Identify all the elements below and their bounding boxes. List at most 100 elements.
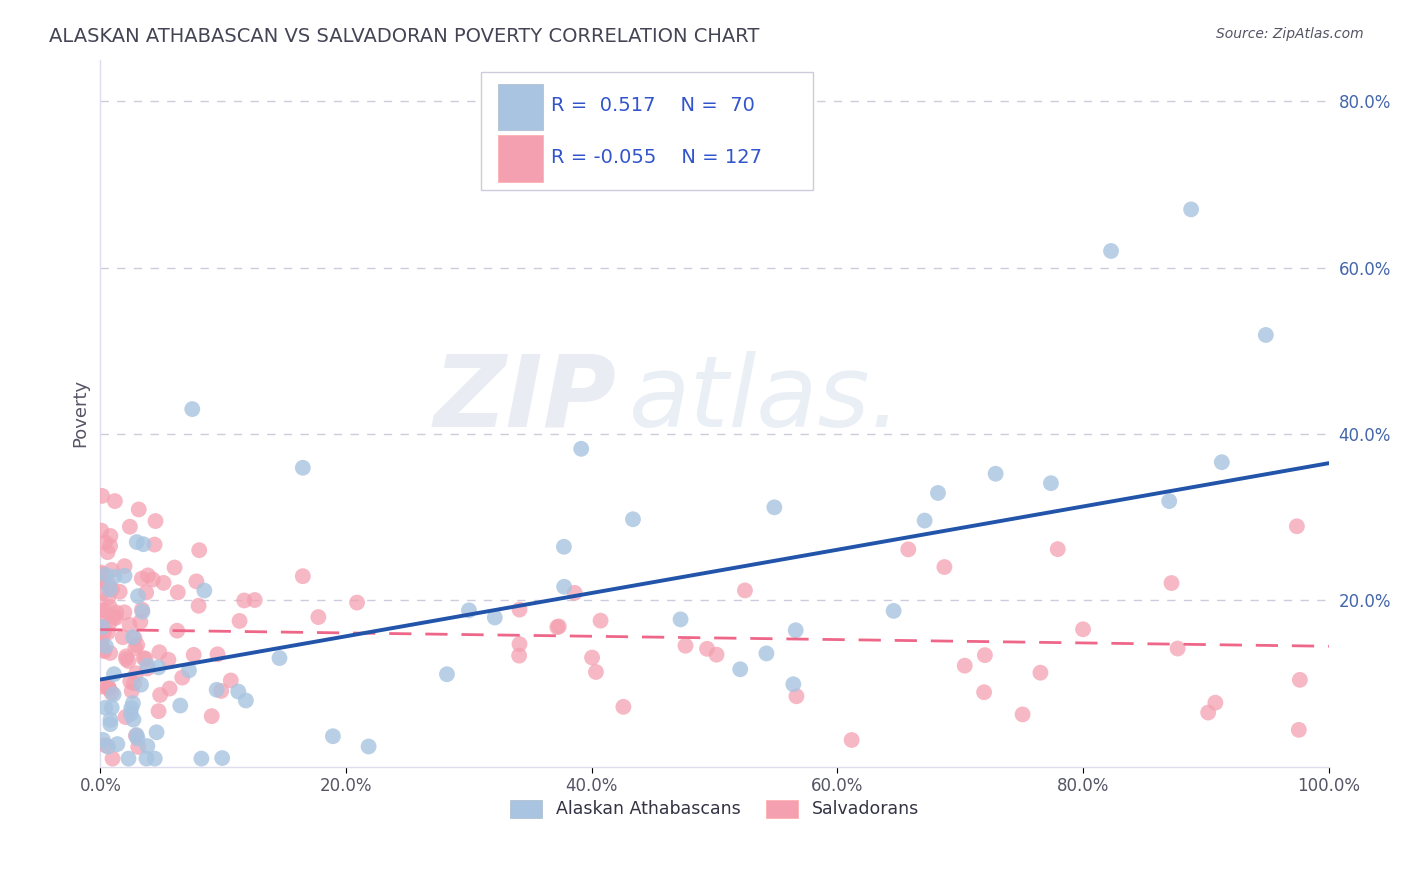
Point bbox=[136, 661, 159, 675]
Point bbox=[98, 616, 121, 631]
Point bbox=[973, 685, 995, 699]
Point bbox=[100, 700, 122, 714]
Point bbox=[98, 582, 121, 597]
Point bbox=[120, 707, 142, 722]
Point bbox=[103, 667, 125, 681]
Point bbox=[118, 618, 141, 632]
Point bbox=[291, 569, 314, 583]
Point bbox=[103, 687, 125, 701]
Point bbox=[94, 738, 117, 752]
Point bbox=[128, 502, 150, 516]
Point bbox=[100, 563, 122, 577]
Point bbox=[159, 681, 181, 696]
Point bbox=[120, 701, 142, 715]
Point bbox=[131, 602, 153, 616]
Point bbox=[307, 610, 329, 624]
Point bbox=[1204, 696, 1226, 710]
Point bbox=[841, 733, 863, 747]
Point bbox=[122, 713, 145, 727]
Point bbox=[1160, 576, 1182, 591]
Point bbox=[508, 637, 530, 651]
Point bbox=[148, 645, 170, 659]
Point bbox=[90, 637, 112, 651]
Point bbox=[148, 660, 170, 674]
Point bbox=[112, 605, 135, 619]
Point bbox=[101, 582, 124, 597]
Point bbox=[97, 680, 120, 694]
Point bbox=[291, 460, 314, 475]
Point bbox=[484, 610, 506, 624]
Point bbox=[125, 729, 148, 743]
Point bbox=[91, 574, 114, 589]
Point bbox=[269, 651, 291, 665]
Point bbox=[132, 651, 155, 665]
Point bbox=[1254, 328, 1277, 343]
Point bbox=[669, 612, 692, 626]
Point bbox=[145, 725, 167, 739]
Point bbox=[322, 729, 344, 743]
Point bbox=[94, 700, 117, 714]
Point bbox=[97, 545, 120, 559]
Point bbox=[553, 540, 575, 554]
Point bbox=[984, 467, 1007, 481]
Point bbox=[104, 494, 127, 508]
Point bbox=[91, 567, 114, 582]
Point bbox=[103, 610, 125, 624]
Point bbox=[357, 739, 380, 754]
Point bbox=[163, 560, 186, 574]
Point bbox=[98, 599, 121, 614]
Point bbox=[114, 559, 136, 574]
Point bbox=[1180, 202, 1202, 217]
Point bbox=[927, 486, 949, 500]
Point bbox=[120, 674, 142, 689]
Point bbox=[193, 583, 215, 598]
Point bbox=[148, 704, 170, 718]
Legend: Alaskan Athabascans, Salvadorans: Alaskan Athabascans, Salvadorans bbox=[503, 793, 925, 825]
Point bbox=[125, 728, 148, 742]
Point bbox=[134, 651, 156, 665]
Point bbox=[1011, 707, 1033, 722]
Point bbox=[98, 646, 121, 660]
Point bbox=[226, 684, 249, 698]
Y-axis label: Poverty: Poverty bbox=[72, 379, 89, 447]
Point bbox=[97, 739, 120, 754]
Point bbox=[734, 583, 756, 598]
Point bbox=[1211, 455, 1233, 469]
Point bbox=[91, 489, 114, 503]
Point bbox=[569, 442, 592, 456]
Point bbox=[177, 664, 200, 678]
Point bbox=[90, 571, 112, 585]
Point bbox=[121, 684, 143, 698]
Point bbox=[117, 751, 139, 765]
Point bbox=[114, 710, 136, 724]
Point bbox=[98, 717, 121, 731]
Point bbox=[104, 611, 127, 625]
Point bbox=[127, 589, 149, 603]
Point bbox=[581, 650, 603, 665]
Point bbox=[763, 500, 786, 515]
Point bbox=[97, 591, 120, 605]
Point bbox=[127, 638, 149, 652]
Point bbox=[785, 624, 807, 638]
Point bbox=[1285, 519, 1308, 533]
Point bbox=[233, 593, 256, 607]
Point bbox=[108, 584, 131, 599]
Point bbox=[149, 688, 172, 702]
Point bbox=[94, 535, 117, 549]
Point bbox=[136, 568, 159, 582]
Point bbox=[243, 593, 266, 607]
Point bbox=[621, 512, 644, 526]
Point bbox=[169, 698, 191, 713]
Point bbox=[90, 614, 112, 628]
Point bbox=[207, 647, 229, 661]
Point bbox=[90, 603, 112, 617]
Point bbox=[98, 681, 121, 696]
Point bbox=[90, 620, 112, 634]
Point bbox=[122, 696, 145, 710]
Point bbox=[706, 648, 728, 662]
Point bbox=[209, 684, 232, 698]
Point bbox=[97, 578, 120, 592]
Point bbox=[91, 620, 114, 634]
Point bbox=[1099, 244, 1122, 258]
Point bbox=[152, 575, 174, 590]
